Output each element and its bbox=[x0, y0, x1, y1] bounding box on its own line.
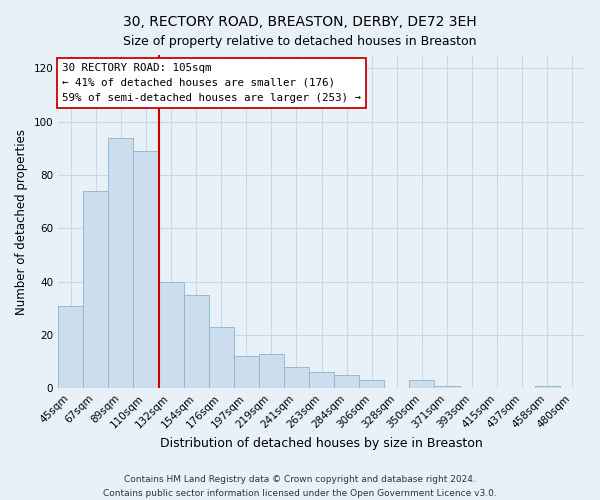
Bar bbox=[133, 151, 158, 388]
Text: Contains HM Land Registry data © Crown copyright and database right 2024.
Contai: Contains HM Land Registry data © Crown c… bbox=[103, 476, 497, 498]
Text: Size of property relative to detached houses in Breaston: Size of property relative to detached ho… bbox=[123, 35, 477, 48]
Bar bbox=[409, 380, 434, 388]
Text: 30 RECTORY ROAD: 105sqm
← 41% of detached houses are smaller (176)
59% of semi-d: 30 RECTORY ROAD: 105sqm ← 41% of detache… bbox=[62, 63, 361, 102]
Bar bbox=[434, 386, 460, 388]
X-axis label: Distribution of detached houses by size in Breaston: Distribution of detached houses by size … bbox=[160, 437, 483, 450]
Bar bbox=[209, 327, 234, 388]
Bar bbox=[58, 306, 83, 388]
Bar bbox=[83, 191, 109, 388]
Bar bbox=[109, 138, 133, 388]
Bar bbox=[309, 372, 334, 388]
Bar bbox=[158, 282, 184, 389]
Y-axis label: Number of detached properties: Number of detached properties bbox=[15, 128, 28, 314]
Bar bbox=[284, 367, 309, 388]
Bar bbox=[359, 380, 385, 388]
Bar bbox=[334, 375, 359, 388]
Text: 30, RECTORY ROAD, BREASTON, DERBY, DE72 3EH: 30, RECTORY ROAD, BREASTON, DERBY, DE72 … bbox=[123, 15, 477, 29]
Bar bbox=[535, 386, 560, 388]
Bar bbox=[259, 354, 284, 388]
Bar bbox=[234, 356, 259, 388]
Bar bbox=[184, 295, 209, 388]
